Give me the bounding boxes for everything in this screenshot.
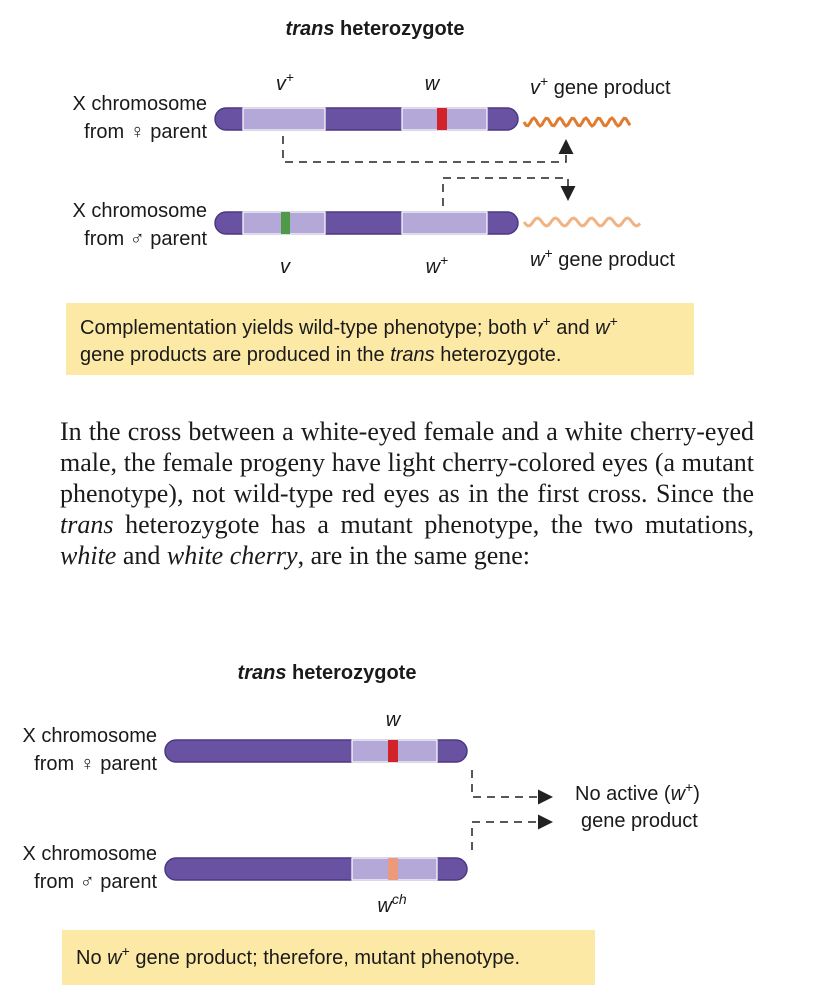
gene-label: wch xyxy=(377,891,406,917)
text-run: gene product xyxy=(581,810,698,832)
text-run: and xyxy=(551,317,595,339)
text-run: w xyxy=(671,783,687,805)
result-label: gene product xyxy=(581,810,698,832)
gene-label: w xyxy=(425,73,441,95)
text-run: w xyxy=(425,73,441,95)
caption-box xyxy=(66,303,694,375)
figure-title: trans heterozygote xyxy=(238,662,417,684)
result-label: No active (w+) xyxy=(575,779,700,805)
text-run: w xyxy=(426,256,442,278)
text-run: ch xyxy=(392,891,407,907)
text-run: Complementation yields wild-type phenoty… xyxy=(80,317,532,339)
text-run: trans xyxy=(60,510,114,539)
text-run: + xyxy=(610,313,618,329)
text-run: No xyxy=(76,947,107,969)
text-run: , are in the same gene: xyxy=(297,541,531,570)
product-label: w+ gene product xyxy=(530,245,675,271)
caption-box xyxy=(62,930,595,985)
text-run: gene product; therefore, mutant phenotyp… xyxy=(130,947,520,969)
chromosome xyxy=(164,857,468,881)
gene-label: w xyxy=(386,709,402,731)
text-run: trans xyxy=(238,662,287,684)
chromosome-label: from ♀ parent xyxy=(34,753,157,775)
chromosome-label: X chromosome xyxy=(73,93,208,115)
text-run: heterozygote has a mutant phenotype, the… xyxy=(113,510,754,539)
chromosome-label: from ♂ parent xyxy=(84,228,207,250)
gene-label: v+ xyxy=(276,69,294,95)
text-run: gene products are produced in the xyxy=(80,344,390,366)
text-run: No active ( xyxy=(575,783,671,805)
arrow xyxy=(282,136,574,163)
chromosome-label: from ♂ parent xyxy=(34,871,157,893)
text-run: + xyxy=(544,245,552,261)
text-run: v xyxy=(530,77,541,99)
text-run: + xyxy=(286,69,294,85)
text-run: + xyxy=(542,313,550,329)
text-run: trans xyxy=(390,344,434,366)
text-run: white cherry xyxy=(166,541,298,570)
text-run: + xyxy=(440,252,448,268)
text-run: heterozygote. xyxy=(435,344,562,366)
text-run: heterozygote xyxy=(334,18,464,40)
arrow xyxy=(471,814,553,850)
chromosome xyxy=(164,739,468,763)
figure-title: trans heterozygote xyxy=(286,18,465,40)
caption: gene products are produced in the trans … xyxy=(80,344,561,366)
chromosome-label: X chromosome xyxy=(73,200,208,222)
text-run: trans xyxy=(286,18,335,40)
text-run: v xyxy=(276,73,287,95)
gene-label: v xyxy=(280,256,291,278)
caption: No w+ gene product; therefore, mutant ph… xyxy=(76,943,520,969)
text-run: v xyxy=(532,317,543,339)
text-run: ) xyxy=(693,783,700,805)
arrow xyxy=(471,770,553,805)
text-run: + xyxy=(122,943,130,959)
text-run: + xyxy=(540,73,548,89)
text-run: In the cross between a white-eyed female… xyxy=(60,417,754,508)
text-run: gene product xyxy=(553,249,676,271)
text-run: w xyxy=(530,249,546,271)
chromosome-label: from ♀ parent xyxy=(84,121,207,143)
arrow xyxy=(442,177,576,206)
text-run: w xyxy=(377,895,393,917)
text-run: white xyxy=(60,541,117,570)
chromosome-label: X chromosome xyxy=(23,725,158,747)
text-run: heterozygote xyxy=(286,662,416,684)
chromosome-label: X chromosome xyxy=(23,843,158,865)
wave xyxy=(522,216,642,228)
text-run: v xyxy=(280,256,291,278)
wave xyxy=(522,116,632,128)
gene-label: w+ xyxy=(426,252,449,278)
text-run: gene product xyxy=(548,77,671,99)
chromosome xyxy=(214,211,519,235)
text-run: + xyxy=(685,779,693,795)
caption: Complementation yields wild-type phenoty… xyxy=(80,313,618,339)
text-run: and xyxy=(116,541,167,570)
product-label: v+ gene product xyxy=(530,73,671,99)
text-run: w xyxy=(107,947,123,969)
text-run: w xyxy=(595,317,611,339)
chromosome xyxy=(214,107,519,131)
body-paragraph: In the cross between a white-eyed female… xyxy=(60,416,754,571)
text-run: w xyxy=(386,709,402,731)
